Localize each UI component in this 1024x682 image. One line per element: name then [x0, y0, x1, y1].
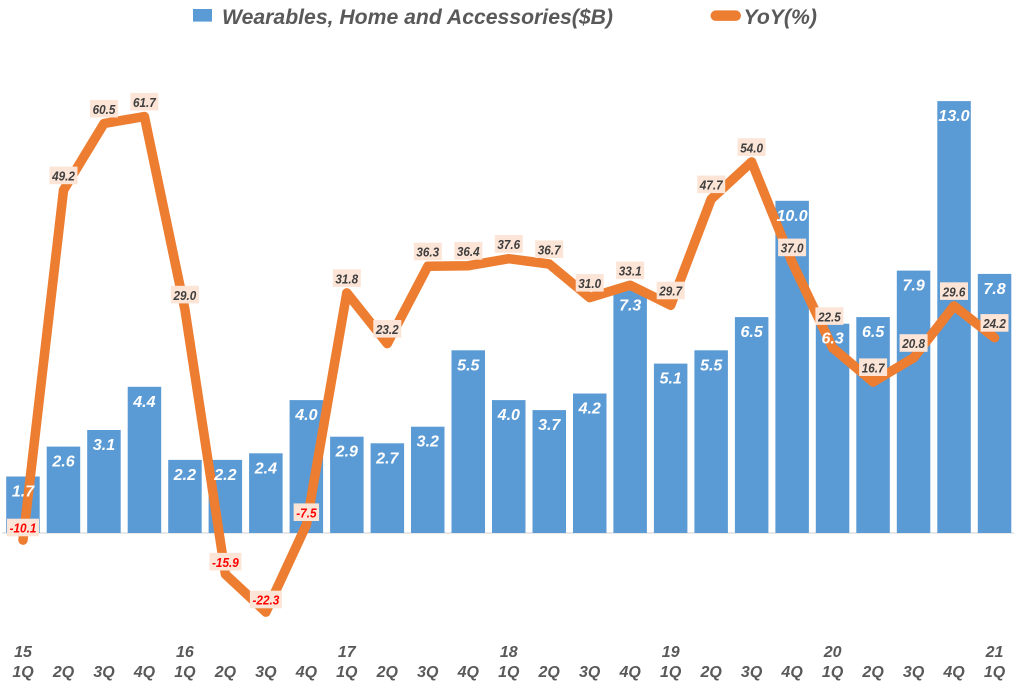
svg-text:1.7: 1.7 — [12, 484, 35, 501]
svg-text:Wearables, Home and Accessorie: Wearables, Home and Accessories($B) — [222, 6, 613, 29]
svg-text:5.5: 5.5 — [457, 357, 480, 374]
svg-text:4.2: 4.2 — [578, 401, 601, 418]
svg-text:13.0: 13.0 — [938, 108, 969, 125]
svg-text:4.0: 4.0 — [497, 407, 520, 424]
svg-text:31.8: 31.8 — [335, 271, 358, 286]
svg-text:2Q: 2Q — [376, 664, 399, 681]
svg-text:4Q: 4Q — [295, 664, 318, 681]
svg-text:5.5: 5.5 — [700, 357, 723, 374]
svg-text:22.5: 22.5 — [817, 309, 841, 324]
svg-text:6.5: 6.5 — [740, 324, 763, 341]
svg-text:36.7: 36.7 — [538, 242, 561, 257]
svg-text:20.8: 20.8 — [901, 336, 925, 351]
svg-text:2.6: 2.6 — [51, 454, 74, 471]
svg-text:3Q: 3Q — [903, 664, 925, 681]
svg-text:29.6: 29.6 — [942, 284, 966, 299]
svg-text:18: 18 — [500, 644, 518, 661]
svg-text:1Q: 1Q — [174, 664, 196, 681]
svg-text:2.7: 2.7 — [375, 450, 399, 467]
svg-text:3Q: 3Q — [255, 664, 277, 681]
svg-text:54.0: 54.0 — [740, 140, 763, 155]
svg-text:6.5: 6.5 — [862, 324, 885, 341]
svg-text:49.2: 49.2 — [51, 169, 75, 184]
svg-text:1Q: 1Q — [984, 664, 1006, 681]
svg-text:10.0: 10.0 — [777, 208, 808, 225]
svg-text:3.2: 3.2 — [417, 434, 439, 451]
svg-text:15: 15 — [14, 644, 33, 661]
svg-text:1Q: 1Q — [12, 664, 34, 681]
svg-text:3Q: 3Q — [741, 664, 763, 681]
svg-text:2Q: 2Q — [52, 664, 75, 681]
svg-text:16: 16 — [176, 644, 194, 661]
svg-text:17: 17 — [338, 644, 357, 661]
svg-text:7.9: 7.9 — [902, 278, 924, 295]
svg-text:4Q: 4Q — [619, 664, 642, 681]
svg-text:61.7: 61.7 — [133, 95, 156, 110]
svg-text:37.6: 37.6 — [497, 237, 520, 252]
svg-text:36.4: 36.4 — [457, 244, 480, 259]
svg-text:20: 20 — [823, 644, 842, 661]
svg-text:2.2: 2.2 — [173, 467, 196, 484]
svg-text:4Q: 4Q — [133, 664, 156, 681]
svg-text:47.7: 47.7 — [699, 178, 723, 193]
svg-text:-15.9: -15.9 — [212, 555, 239, 570]
svg-text:2.9: 2.9 — [335, 444, 358, 461]
svg-text:23.2: 23.2 — [375, 322, 399, 337]
svg-text:3Q: 3Q — [417, 664, 439, 681]
svg-text:1Q: 1Q — [498, 664, 520, 681]
svg-text:4.0: 4.0 — [294, 407, 317, 424]
svg-text:60.5: 60.5 — [93, 102, 116, 117]
svg-text:19: 19 — [662, 644, 680, 661]
svg-text:16.7: 16.7 — [862, 360, 885, 375]
svg-text:2Q: 2Q — [538, 664, 561, 681]
svg-text:36.3: 36.3 — [416, 245, 439, 260]
svg-text:29.7: 29.7 — [658, 284, 682, 299]
svg-text:1Q: 1Q — [660, 664, 682, 681]
svg-text:4.4: 4.4 — [132, 394, 155, 411]
svg-text:1Q: 1Q — [336, 664, 358, 681]
svg-text:YoY(%): YoY(%) — [744, 6, 817, 29]
svg-text:6.3: 6.3 — [821, 331, 843, 348]
svg-text:33.1: 33.1 — [619, 264, 642, 279]
svg-text:7.8: 7.8 — [983, 281, 1005, 298]
svg-text:3.7: 3.7 — [538, 417, 561, 434]
svg-text:21: 21 — [985, 644, 1004, 661]
svg-text:4Q: 4Q — [942, 664, 965, 681]
svg-text:4Q: 4Q — [457, 664, 480, 681]
svg-text:3Q: 3Q — [579, 664, 601, 681]
svg-text:2.4: 2.4 — [254, 460, 277, 477]
svg-text:1Q: 1Q — [822, 664, 844, 681]
svg-text:29.0: 29.0 — [173, 288, 197, 303]
svg-text:37.0: 37.0 — [781, 241, 804, 256]
svg-text:5.1: 5.1 — [660, 371, 682, 388]
svg-text:3Q: 3Q — [93, 664, 115, 681]
svg-text:2.2: 2.2 — [213, 467, 236, 484]
svg-text:2Q: 2Q — [214, 664, 237, 681]
svg-text:3.1: 3.1 — [93, 437, 115, 454]
svg-text:7.3: 7.3 — [619, 298, 641, 315]
svg-text:2Q: 2Q — [700, 664, 723, 681]
svg-text:-10.1: -10.1 — [10, 521, 37, 536]
svg-text:-7.5: -7.5 — [296, 505, 317, 520]
svg-text:2Q: 2Q — [861, 664, 884, 681]
svg-text:-22.3: -22.3 — [253, 593, 280, 608]
svg-text:31.0: 31.0 — [578, 276, 601, 291]
svg-text:4Q: 4Q — [780, 664, 803, 681]
svg-text:24.2: 24.2 — [982, 316, 1006, 331]
